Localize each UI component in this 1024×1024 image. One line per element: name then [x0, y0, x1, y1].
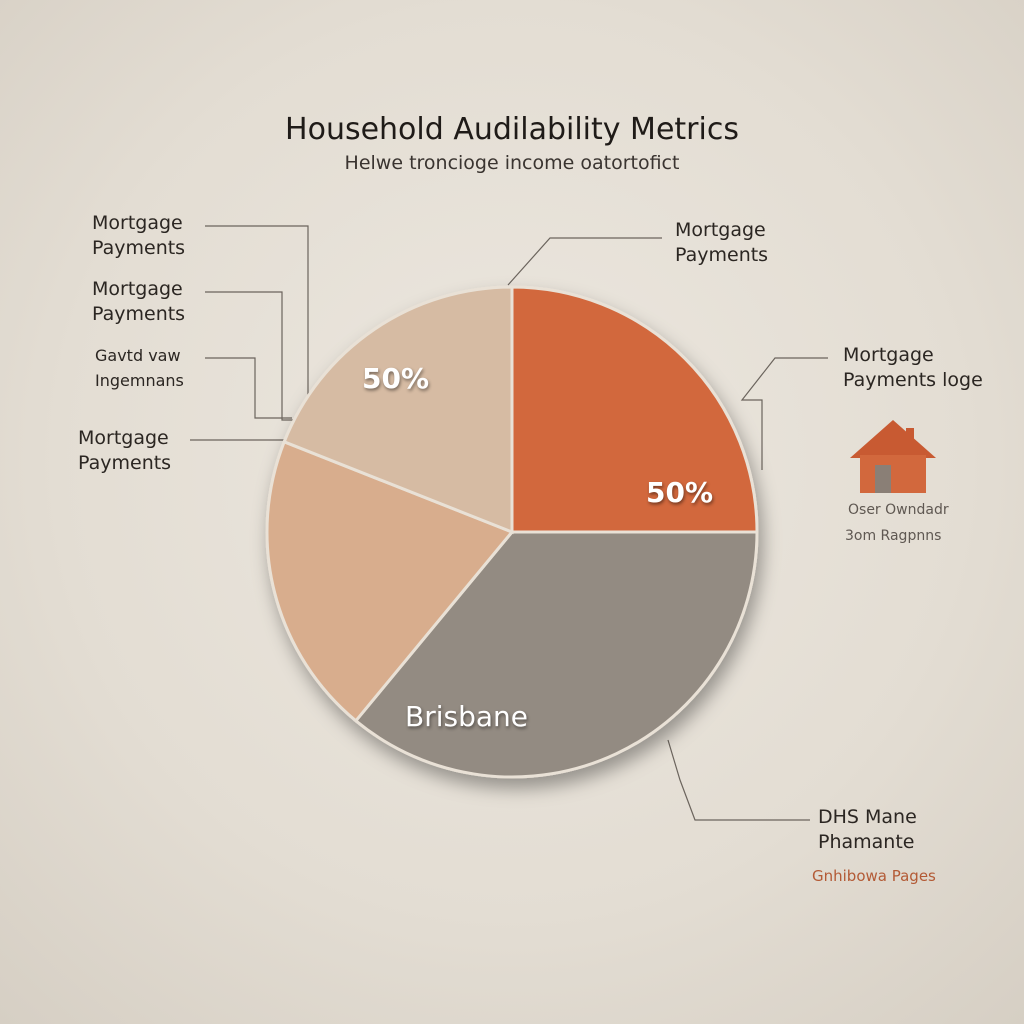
leader-line	[507, 237, 662, 286]
leader-line	[667, 739, 810, 821]
annotation: 50%	[362, 362, 430, 395]
annotation: Mortgage Payments	[92, 212, 186, 259]
house-icon	[850, 420, 936, 493]
leader-lines	[190, 225, 828, 821]
pie-slice	[353, 530, 759, 779]
annotation: Oser Owndadr	[848, 502, 949, 518]
leader-line	[740, 357, 828, 470]
category-label: Mortgage Payments	[92, 278, 186, 325]
annotation: Gnhibowa Pages	[812, 867, 936, 885]
annotation: Mortgage Payments loge	[843, 344, 983, 391]
annotation: 50%	[646, 476, 714, 509]
category-label: Mortgage Payments	[78, 427, 172, 474]
pie	[265, 285, 759, 779]
house-chimney	[906, 428, 914, 444]
leader-line	[205, 291, 300, 421]
pie-slice	[282, 285, 514, 535]
house-roof	[850, 420, 936, 458]
category-label: DHS Mane Phamante	[818, 806, 917, 853]
leader-line	[205, 225, 309, 420]
chart-title: Household Audilability Metrics	[285, 112, 739, 147]
leader-line	[205, 357, 292, 419]
house-body	[860, 455, 926, 493]
annotation: Brisbane	[405, 700, 528, 733]
annotation: Gavtd vaw Ingemnans	[95, 346, 184, 390]
annotation: 3om Ragpnns	[845, 528, 942, 544]
pie-slice	[265, 439, 515, 723]
chart-subtitle: Helwe troncioge income oatortofict	[344, 152, 680, 174]
house-door	[875, 465, 891, 493]
pie-slice	[510, 285, 759, 534]
category-label: Mortgage Payments	[675, 219, 769, 266]
